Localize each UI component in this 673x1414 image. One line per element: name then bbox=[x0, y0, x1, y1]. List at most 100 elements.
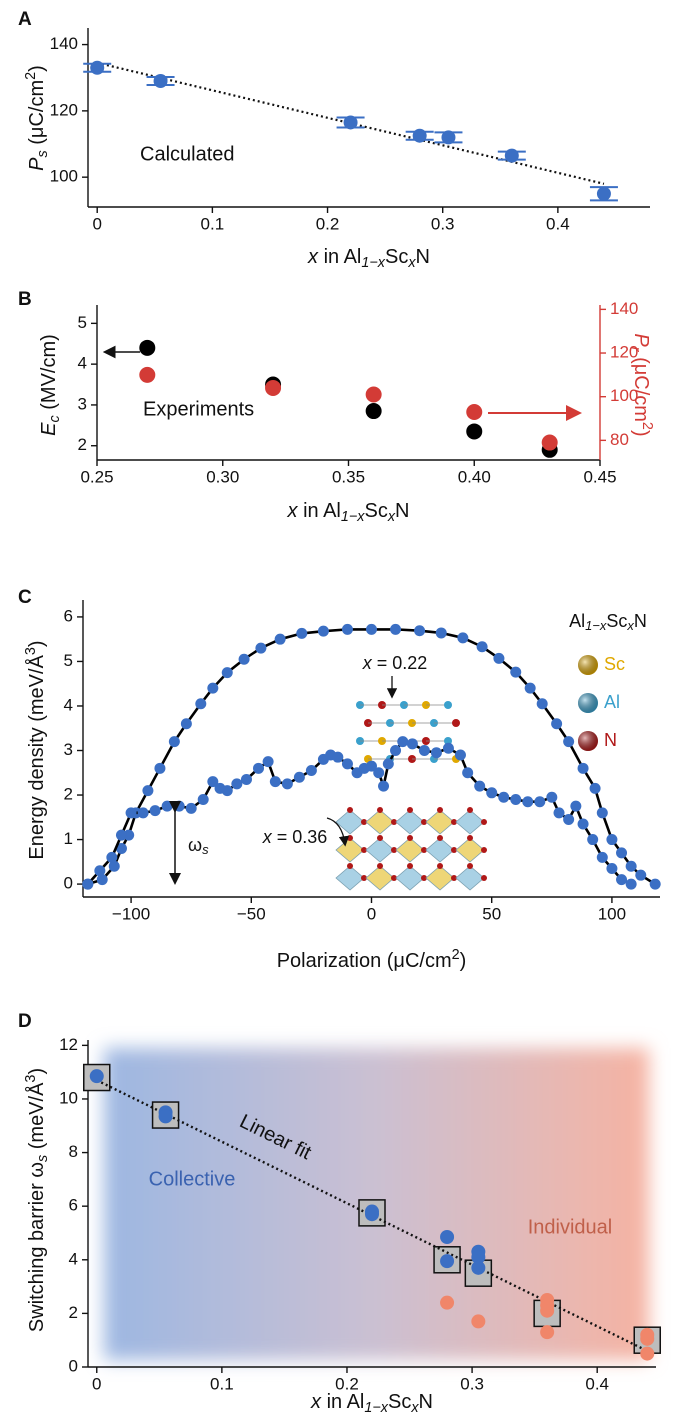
polyhedron bbox=[336, 866, 364, 890]
text-part: 1−x bbox=[341, 509, 365, 525]
data-point bbox=[440, 1230, 454, 1244]
text-part: Sc bbox=[364, 500, 387, 522]
y-axis-label: Ps (μC/cm2) bbox=[23, 65, 51, 171]
data-point bbox=[466, 404, 482, 420]
data-point bbox=[597, 807, 608, 818]
text-part: ) bbox=[26, 65, 48, 72]
data-point bbox=[650, 879, 661, 890]
text-part: N bbox=[419, 1391, 433, 1413]
atom bbox=[467, 807, 473, 813]
data-point bbox=[635, 870, 646, 881]
x-tick-label: 0.1 bbox=[210, 1374, 234, 1393]
data-point bbox=[440, 1296, 454, 1310]
panel-label: D bbox=[18, 1011, 32, 1032]
data-point bbox=[407, 738, 418, 749]
data-point bbox=[82, 879, 93, 890]
atom bbox=[437, 835, 443, 841]
atom bbox=[377, 835, 383, 841]
data-point bbox=[390, 624, 401, 635]
data-point bbox=[222, 785, 233, 796]
y-tick-label: 6 bbox=[69, 1196, 78, 1215]
text-part: 1−x bbox=[364, 1400, 388, 1414]
polyhedron bbox=[396, 866, 424, 890]
data-point bbox=[162, 801, 173, 812]
y-tick-label: 12 bbox=[59, 1035, 78, 1054]
annotation: ωs bbox=[188, 835, 209, 858]
text-part: ) bbox=[630, 430, 652, 437]
text-part: Sc bbox=[385, 246, 408, 268]
polyhedron bbox=[366, 810, 394, 834]
x-tick-label: 50 bbox=[482, 904, 501, 923]
data-point bbox=[222, 667, 233, 678]
polyhedron bbox=[456, 838, 484, 862]
text-part: s bbox=[35, 150, 51, 157]
data-point bbox=[441, 130, 455, 144]
atom bbox=[437, 807, 443, 813]
data-point bbox=[570, 801, 581, 812]
y-tick-label: 6 bbox=[64, 606, 73, 625]
data-point bbox=[578, 818, 589, 829]
x-tick-label: −100 bbox=[112, 904, 150, 923]
text-part: (μC/cm bbox=[630, 352, 652, 422]
data-point bbox=[640, 1347, 654, 1361]
polyhedron bbox=[396, 810, 424, 834]
annotation: Experiments bbox=[143, 398, 254, 420]
y2-tick-label: 140 bbox=[610, 299, 638, 318]
data-point bbox=[493, 653, 504, 664]
data-point bbox=[477, 641, 488, 652]
annotation: Collective bbox=[149, 1168, 236, 1190]
data-point bbox=[390, 745, 401, 756]
y2-axis-label: Pr (μC/cm2) bbox=[627, 333, 655, 436]
text-part: 3 bbox=[23, 647, 39, 655]
data-point bbox=[181, 718, 192, 729]
y-tick-label: 120 bbox=[50, 100, 78, 119]
y-tick-label: 10 bbox=[59, 1088, 78, 1107]
polyhedron bbox=[336, 838, 364, 862]
data-point bbox=[436, 627, 447, 638]
text-part: ) bbox=[26, 640, 48, 647]
data-point bbox=[332, 752, 343, 763]
data-point bbox=[486, 787, 497, 798]
data-point bbox=[537, 698, 548, 709]
text-part: N bbox=[395, 500, 409, 522]
atom bbox=[467, 863, 473, 869]
data-point bbox=[587, 834, 598, 845]
text-part: 2 bbox=[639, 422, 655, 430]
data-point bbox=[419, 745, 430, 756]
data-point bbox=[373, 767, 384, 778]
data-point bbox=[154, 763, 165, 774]
text-part: in Al bbox=[298, 500, 341, 522]
data-point bbox=[241, 774, 252, 785]
data-point bbox=[471, 1314, 485, 1328]
atom bbox=[444, 701, 452, 709]
data-point bbox=[294, 772, 305, 783]
page: {"chart_data": [ {"label": "A", "type": … bbox=[0, 0, 673, 1414]
data-point bbox=[306, 765, 317, 776]
x-tick-label: 0.25 bbox=[80, 467, 113, 486]
data-point bbox=[626, 861, 637, 872]
data-point bbox=[186, 803, 197, 814]
atom bbox=[347, 863, 353, 869]
data-point bbox=[563, 814, 574, 825]
polyhedron bbox=[426, 838, 454, 862]
data-point bbox=[597, 852, 608, 863]
atom bbox=[347, 807, 353, 813]
y-tick-label: 4 bbox=[78, 354, 87, 373]
data-point bbox=[366, 387, 382, 403]
x-axis-label: x in Al1−xScxN bbox=[307, 246, 430, 271]
data-point bbox=[253, 763, 264, 774]
text-part: Al bbox=[569, 611, 585, 631]
data-point bbox=[239, 654, 250, 665]
data-point bbox=[366, 624, 377, 635]
x-tick-label: 0.1 bbox=[201, 214, 225, 233]
x-tick-label: 0.40 bbox=[458, 467, 491, 486]
data-point bbox=[455, 749, 466, 760]
text-part: 1−x bbox=[585, 618, 607, 633]
x-tick-label: 0.35 bbox=[332, 467, 365, 486]
data-point bbox=[522, 796, 533, 807]
polyhedron bbox=[426, 866, 454, 890]
atom bbox=[347, 835, 353, 841]
data-point bbox=[207, 683, 218, 694]
text-part: 3 bbox=[23, 1075, 39, 1083]
annotation: Individual bbox=[528, 1216, 613, 1238]
